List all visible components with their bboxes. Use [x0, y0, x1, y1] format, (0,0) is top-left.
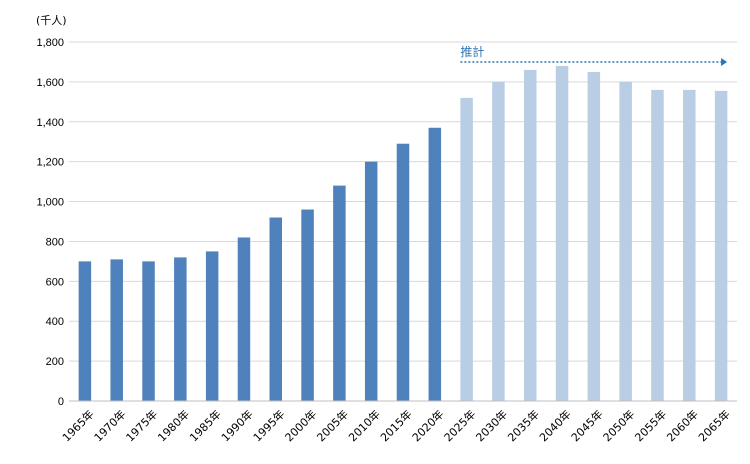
- projection-arrow-head: [721, 58, 728, 66]
- y-axis-ticks: 0 200 400 600 800 1,000 1,200 1,400 1,600 1,800: [36, 37, 64, 408]
- x-tick-label: 2015年: [377, 407, 414, 444]
- actual-bar: [333, 185, 346, 401]
- projection-label: 推計: [460, 44, 484, 59]
- actual-bar: [205, 251, 219, 401]
- x-tick-label: 2025年: [441, 407, 478, 444]
- y-axis-unit-label: (千人): [36, 14, 67, 27]
- x-tick-label: 1985年: [186, 407, 223, 444]
- x-tick-label: 2035年: [505, 407, 542, 444]
- y-tick-label: 400: [46, 316, 64, 328]
- projected-bar: [651, 89, 664, 401]
- projected-bar: [492, 81, 505, 401]
- x-tick-label: 2005年: [314, 407, 351, 444]
- bars: [78, 65, 728, 402]
- x-axis-labels: 1965年1970年1975年1980年1985年1990年1995年2000年…: [59, 407, 733, 444]
- actual-bar: [364, 161, 378, 401]
- actual-bar: [269, 217, 283, 401]
- x-tick-label: 1995年: [250, 407, 287, 444]
- projected-bar: [714, 90, 728, 401]
- y-tick-label: 600: [46, 276, 64, 288]
- y-tick-label: 1,800: [36, 37, 64, 49]
- actual-bar: [237, 237, 251, 401]
- x-tick-label: 2010年: [345, 407, 382, 444]
- x-tick-label: 2055年: [632, 407, 669, 444]
- x-tick-label: 2050年: [600, 407, 637, 444]
- y-tick-label: 1,600: [36, 77, 64, 89]
- y-tick-label: 1,000: [36, 197, 64, 209]
- actual-bar: [174, 257, 187, 401]
- y-tick-label: 200: [46, 356, 64, 368]
- projected-bar: [683, 89, 696, 401]
- x-tick-label: 2045年: [568, 407, 605, 444]
- projected-bar: [587, 71, 601, 402]
- actual-bar: [110, 259, 123, 401]
- actual-bar: [396, 143, 410, 401]
- x-tick-label: 2065年: [695, 407, 732, 444]
- x-tick-label: 2040年: [536, 407, 573, 444]
- x-tick-label: 1975年: [123, 407, 160, 444]
- x-tick-label: 1990年: [218, 407, 255, 444]
- projected-bar: [523, 69, 537, 401]
- projection-annotation: 推計: [460, 44, 728, 66]
- x-tick-label: 2000年: [282, 407, 319, 444]
- x-tick-label: 1980年: [155, 407, 192, 444]
- actual-bar: [142, 261, 155, 401]
- projected-bar: [619, 81, 632, 401]
- y-tick-label: 1,200: [36, 157, 64, 169]
- x-tick-label: 2030年: [473, 407, 510, 444]
- x-tick-label: 2060年: [664, 407, 701, 444]
- y-tick-label: 0: [58, 396, 64, 408]
- projected-bar: [555, 65, 569, 401]
- x-tick-label: 1965年: [59, 407, 96, 444]
- x-tick-label: 1970年: [91, 407, 128, 444]
- actual-bar: [428, 127, 442, 401]
- actual-bar: [301, 209, 314, 401]
- projected-bar: [460, 97, 473, 401]
- x-tick-label: 2020年: [409, 407, 446, 444]
- y-tick-label: 800: [46, 236, 64, 248]
- actual-bar: [78, 261, 92, 401]
- y-tick-label: 1,400: [36, 117, 64, 129]
